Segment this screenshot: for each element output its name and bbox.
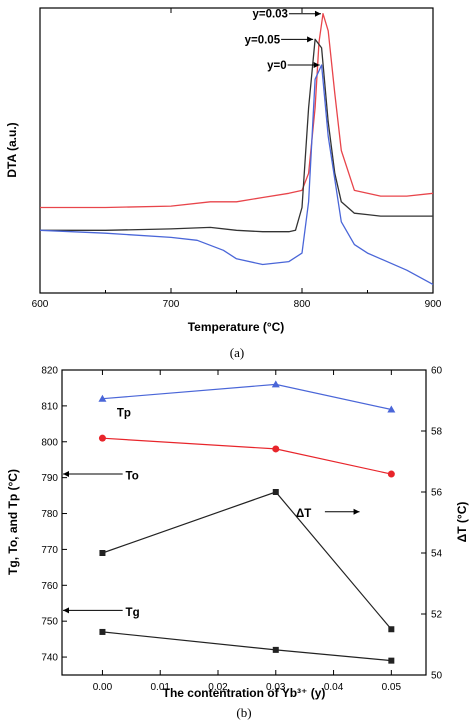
annotation-b-Tg-arrow-head xyxy=(63,607,69,614)
series-line-y0 xyxy=(39,64,434,285)
annotation-label-b: To xyxy=(126,470,139,482)
point-T xyxy=(272,489,279,495)
y2-tick-label-b: 56 xyxy=(431,488,443,499)
point-Tp xyxy=(271,380,280,388)
y-tick-label-b: 750 xyxy=(41,617,58,628)
x-tick-label-a: 600 xyxy=(32,299,49,310)
y2-tick-label-b: 52 xyxy=(431,610,443,621)
panel-label-a: (a) xyxy=(230,345,244,360)
y-axis-right-b: 50 52 54 56 58 60 xyxy=(421,366,443,682)
y2-tick-label-b: 58 xyxy=(431,427,443,438)
series-group-a xyxy=(39,13,434,285)
x-axis-label-b: The contentration of Yb³⁺ (y) xyxy=(163,686,326,700)
y2-tick-label-b: 60 xyxy=(431,366,443,377)
point-To xyxy=(98,434,106,442)
point-Tg xyxy=(388,657,395,664)
series-line-T xyxy=(102,491,392,630)
series-group-b xyxy=(98,380,396,664)
plot-frame-a xyxy=(39,7,434,294)
y2-tick-label-b: 50 xyxy=(431,671,443,682)
y-tick-label-b: 820 xyxy=(41,366,58,377)
chart-panel-b: 0.00 0.01 0.02 0.03 0.04 0.05 740 750 760 770 780… xyxy=(6,366,469,721)
annotation-label-b: ΔT xyxy=(296,508,311,520)
chart-panel-a: 600 700 800 900 y=0.03 y=0.05 y=0 Temperature… xyxy=(5,7,442,360)
point-To xyxy=(387,470,395,478)
annotation-label-b: Tp xyxy=(117,408,131,420)
y2-axis-label-b: ΔT (°C) xyxy=(455,502,469,543)
x-axis-label-a: Temperature (°C) xyxy=(188,320,285,334)
point-T xyxy=(99,550,106,556)
point-Tp xyxy=(387,405,396,413)
x-tick-label-b: 0.04 xyxy=(324,682,344,693)
point-Tg xyxy=(272,646,279,653)
annotation-label-a: y=0.03 xyxy=(252,9,288,21)
point-Tg xyxy=(99,628,106,635)
x-axis-b: 0.00 0.01 0.02 0.03 0.04 0.05 xyxy=(93,370,402,693)
x-tick-label-b: 0.03 xyxy=(266,682,286,693)
panel-label-b: (b) xyxy=(236,705,251,720)
point-To xyxy=(272,445,280,453)
x-tick-label-b: 0.02 xyxy=(208,682,228,693)
x-tick-label-b: 0.01 xyxy=(150,682,170,693)
annotation-b-dT-arrow-head xyxy=(353,508,360,515)
y-tick-label-b: 770 xyxy=(41,545,58,556)
x-tick-label-b: 0.00 xyxy=(93,682,113,693)
y-tick-label-b: 790 xyxy=(41,473,58,484)
annotation-b-To-arrow-head xyxy=(63,471,69,478)
x-tick-label-a: 900 xyxy=(425,299,442,310)
x-axis-a: 600 700 800 900 xyxy=(32,8,442,310)
x-tick-label-b: 0.05 xyxy=(382,682,402,693)
annotation-a-arrow-head xyxy=(313,62,320,68)
y-axis-label-b: Tg, To, and Tp (°C) xyxy=(6,469,20,575)
y-axis-left-b: 740 750 760 770 780 790 800 810 820 xyxy=(41,366,67,664)
annotations-a: y=0.03 y=0.05 y=0 xyxy=(245,9,321,72)
series-line-Tg xyxy=(102,631,392,662)
x-tick-label-a: 700 xyxy=(163,299,180,310)
plot-frame-b xyxy=(61,369,427,676)
point-T xyxy=(388,626,395,633)
annotations-b: Tp To ΔT Tg xyxy=(63,408,360,619)
y-tick-label-b: 760 xyxy=(41,581,58,592)
y-tick-label-b: 780 xyxy=(41,509,58,520)
annotation-label-a: y=0 xyxy=(267,60,287,72)
point-Tp xyxy=(98,394,107,402)
y2-tick-label-b: 54 xyxy=(431,549,443,560)
series-line-y005 xyxy=(40,38,433,233)
y-axis-label-a: DTA (a.u.) xyxy=(5,122,19,177)
series-line-To xyxy=(102,437,392,475)
y-tick-label-b: 800 xyxy=(41,437,58,448)
x-tick-label-a: 800 xyxy=(294,299,311,310)
y-tick-label-b: 810 xyxy=(41,401,58,412)
annotation-a-arrow-head xyxy=(307,36,314,43)
series-line-Tp xyxy=(102,383,392,411)
annotation-label-b: Tg xyxy=(126,607,140,619)
annotation-label-a: y=0.05 xyxy=(245,34,281,46)
y-tick-label-b: 740 xyxy=(41,653,58,664)
annotation-a-arrow-head xyxy=(314,10,321,17)
series-line-y003 xyxy=(40,13,434,209)
